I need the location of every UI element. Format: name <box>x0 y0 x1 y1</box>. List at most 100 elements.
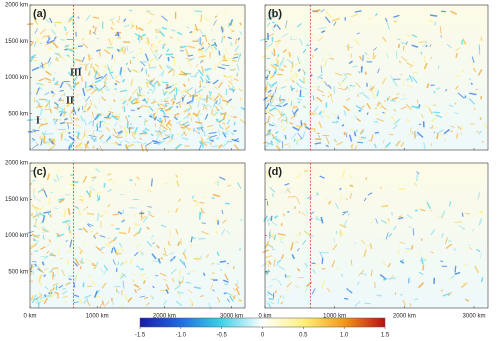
field-streak <box>280 124 284 129</box>
field-streak <box>122 69 126 73</box>
field-streak <box>151 42 158 49</box>
field-streak <box>130 78 133 87</box>
field-streak <box>371 91 376 100</box>
panel-label: (c) <box>33 166 47 178</box>
field-streak <box>205 74 211 81</box>
field-streak <box>289 121 294 125</box>
field-streak <box>147 210 152 214</box>
field-streak <box>183 115 189 120</box>
field-streak <box>135 25 138 31</box>
field-streak <box>402 300 407 307</box>
field-streak <box>328 200 332 205</box>
field-streak <box>187 59 193 68</box>
field-streak <box>88 120 93 125</box>
field-streak <box>33 188 35 193</box>
field-streak <box>112 213 120 216</box>
field-streak <box>185 57 193 61</box>
field-streak <box>226 262 229 265</box>
field-streak <box>107 38 110 41</box>
field-streak <box>303 105 306 109</box>
field-streak <box>31 66 40 72</box>
field-streak <box>144 145 149 153</box>
field-streak <box>151 253 157 260</box>
field-streak <box>225 11 227 15</box>
field-streak <box>406 34 412 37</box>
field-streak <box>154 130 163 134</box>
field-streak <box>456 133 459 139</box>
annotation: I <box>36 115 40 126</box>
field-streak <box>479 211 483 214</box>
field-streak <box>406 214 413 219</box>
field-streak <box>148 88 153 91</box>
field-streak <box>194 130 198 133</box>
field-streak <box>157 39 162 44</box>
field-streak <box>476 248 481 253</box>
field-streak <box>202 35 205 37</box>
field-streak <box>214 15 218 18</box>
field-streak <box>40 122 48 126</box>
field-streak <box>144 40 150 46</box>
field-streak <box>314 112 319 115</box>
field-streak <box>178 280 184 285</box>
field-streak <box>355 82 361 88</box>
field-streak <box>314 142 322 145</box>
field-streak <box>341 169 346 178</box>
field-streak <box>284 187 291 194</box>
field-streak <box>220 112 228 116</box>
field-streak <box>162 300 168 306</box>
field-streak <box>279 295 282 298</box>
field-streak <box>213 45 216 49</box>
field-streak <box>31 298 35 304</box>
field-streak <box>319 251 323 258</box>
field-streak <box>116 48 120 52</box>
field-streak <box>49 108 53 114</box>
field-streak <box>271 51 275 57</box>
field-streak <box>33 41 37 47</box>
field-streak <box>436 133 439 140</box>
field-streak <box>95 76 103 80</box>
field-streak <box>445 243 453 250</box>
field-streak <box>85 206 89 209</box>
field-streak <box>229 69 235 72</box>
field-streak <box>52 77 56 82</box>
field-streak <box>82 42 89 49</box>
field-streak <box>340 273 344 278</box>
panel-background <box>265 163 488 308</box>
field-streak <box>301 87 308 90</box>
field-streak <box>77 107 81 112</box>
field-streak <box>209 45 214 50</box>
field-streak <box>52 118 61 121</box>
field-streak <box>43 142 47 145</box>
field-streak <box>347 86 350 91</box>
field-streak <box>231 138 240 143</box>
field-streak <box>165 133 173 137</box>
field-streak <box>106 88 110 92</box>
field-streak <box>381 77 387 85</box>
field-streak <box>266 33 270 40</box>
field-streak <box>158 28 161 30</box>
field-streak <box>332 17 340 22</box>
field-streak <box>156 130 160 136</box>
field-streak <box>95 168 101 173</box>
field-streak <box>429 14 438 17</box>
field-streak <box>107 173 112 176</box>
field-streak <box>100 250 105 254</box>
field-streak <box>363 197 367 202</box>
field-streak <box>208 135 211 139</box>
field-streak <box>408 276 411 283</box>
field-streak <box>57 270 59 275</box>
field-streak <box>162 89 165 97</box>
field-streak <box>267 11 274 16</box>
field-streak <box>353 131 357 137</box>
field-streak <box>137 104 144 111</box>
field-streak <box>139 61 146 67</box>
field-streak <box>165 283 170 290</box>
field-streak <box>158 129 163 138</box>
field-streak <box>33 300 37 303</box>
field-streak <box>92 25 96 29</box>
field-streak <box>137 34 141 41</box>
field-streak <box>182 128 187 133</box>
field-streak <box>206 95 208 99</box>
field-streak <box>453 111 460 115</box>
field-streak <box>302 48 307 54</box>
